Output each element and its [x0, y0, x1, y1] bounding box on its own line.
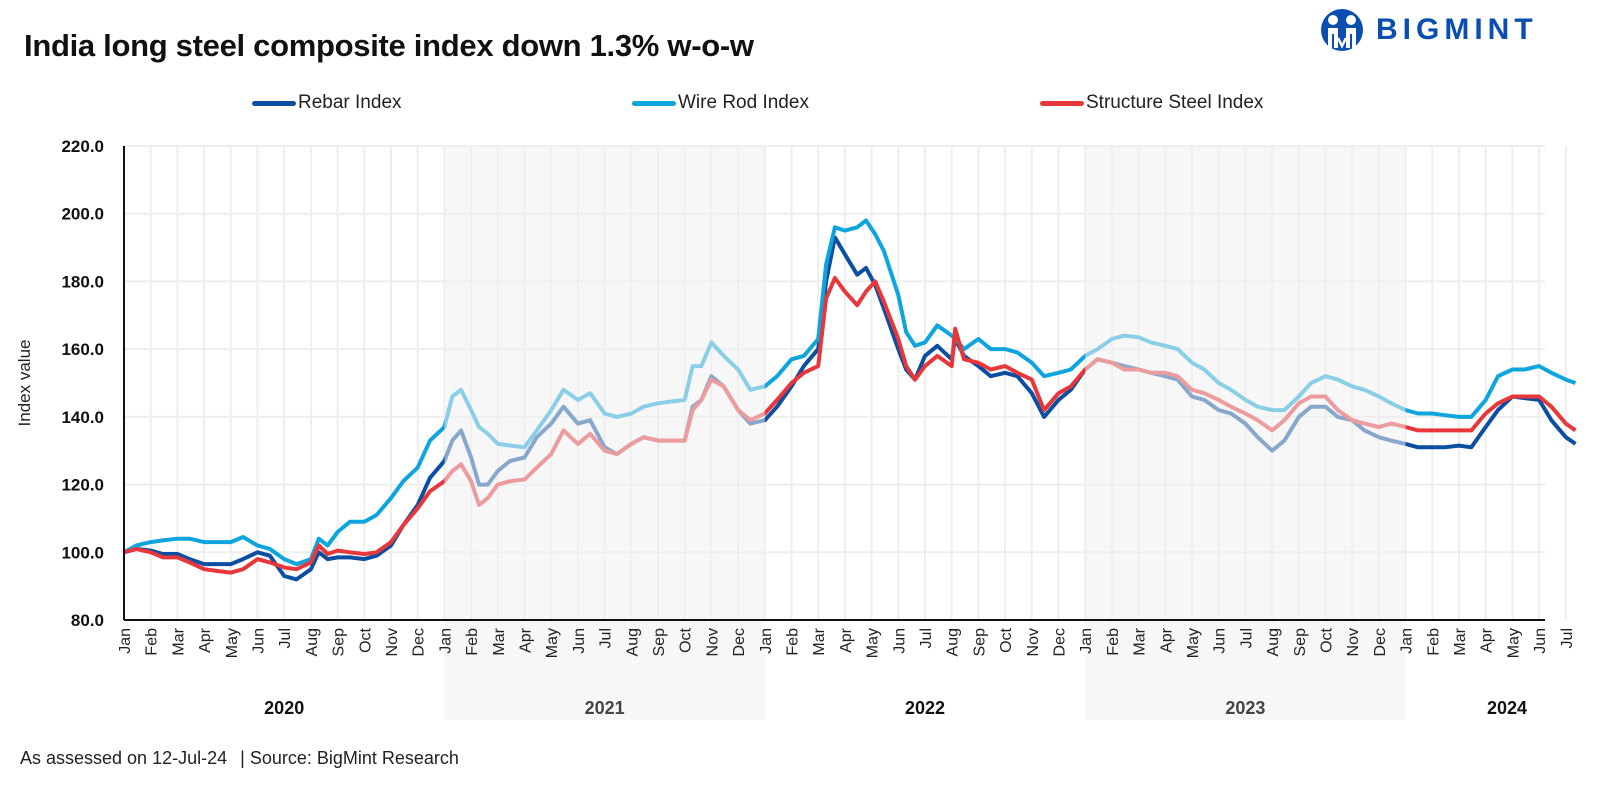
chart-title: India long steel composite index down 1.…	[24, 28, 754, 63]
year-label: 2022	[905, 698, 945, 718]
x-tick-label: May	[224, 628, 241, 658]
x-tick-label: Nov	[1025, 628, 1042, 656]
line-chart: 80.0 100.0 120.0 140.0 160.0 180.0 200.0 220.0 J…	[15, 137, 1577, 720]
x-tick-label: Sep	[971, 628, 988, 657]
y-tick-label: 200.0	[61, 205, 104, 224]
legend-label: Wire Rod Index	[678, 92, 809, 113]
x-tick-label: Jun	[1212, 628, 1229, 654]
x-tick-label: Jul	[918, 628, 935, 648]
x-tick-label: May	[1505, 628, 1522, 658]
logo-text: BIGMINT	[1376, 13, 1538, 46]
x-tick-label: Sep	[1292, 628, 1309, 657]
x-tick-label: Jun	[571, 628, 588, 654]
year-label: 2023	[1225, 698, 1265, 718]
source-note: | Source: BigMint Research	[240, 748, 459, 768]
x-tick-label: Apr	[1479, 627, 1496, 653]
x-tick-label: Mar	[170, 627, 187, 655]
y-tick-label: 140.0	[61, 408, 104, 427]
x-tick-label: Dec	[731, 628, 748, 656]
x-tick-label: Aug	[624, 628, 641, 656]
legend-swatch	[252, 100, 296, 106]
x-tick-label: Jul	[1559, 628, 1576, 648]
year-shade-band	[1085, 146, 1406, 720]
x-tick-label: Jun	[1532, 628, 1549, 654]
x-tick-label: Sep	[331, 628, 348, 657]
x-tick-label: Jul	[1238, 628, 1255, 648]
x-tick-label: Dec	[411, 628, 428, 656]
x-tick-label: May	[865, 628, 882, 658]
legend-item-structure: Structure Steel Index	[1040, 92, 1263, 114]
x-tick-label: Jan	[1399, 628, 1416, 654]
x-tick-label: Apr	[1158, 627, 1175, 653]
x-tick-label: Jan	[758, 628, 775, 654]
x-tick-label: Nov	[1345, 628, 1362, 656]
x-tick-label: Aug	[1265, 628, 1282, 656]
x-tick-label: Mar	[491, 627, 508, 655]
y-tick-label: 100.0	[61, 543, 104, 562]
x-tick-label: Apr	[197, 627, 214, 653]
x-tick-label: Feb	[1105, 628, 1122, 656]
x-tick-label: Apr	[518, 627, 535, 653]
x-tick-label: Feb	[144, 628, 161, 656]
y-axis-label: Index value	[15, 340, 34, 427]
assessed-date: As assessed on 12-Jul-24	[20, 748, 228, 768]
x-tick-label: Apr	[838, 627, 855, 653]
x-tick-label: May	[1185, 628, 1202, 658]
x-tick-label: May	[544, 628, 561, 658]
x-tick-label: Oct	[678, 627, 695, 652]
x-tick-label: Feb	[1425, 628, 1442, 656]
x-tick-label: Oct	[998, 627, 1015, 652]
legend-item-wire-rod: Wire Rod Index	[632, 92, 809, 114]
year-label: 2021	[585, 698, 625, 718]
y-tick-label: 220.0	[61, 137, 104, 156]
x-tick-label: Jun	[891, 628, 908, 654]
y-tick-label: 80.0	[71, 611, 104, 630]
x-tick-label: Oct	[357, 627, 374, 652]
x-tick-label: Sep	[651, 628, 668, 657]
bigmint-logo: BIGMINT	[1318, 8, 1538, 52]
legend-swatch	[1040, 100, 1084, 106]
logo-people-icon	[1321, 9, 1363, 51]
x-tick-label: Mar	[811, 627, 828, 655]
x-tick-label: Aug	[945, 628, 962, 656]
legend-item-rebar: Rebar Index	[252, 92, 402, 114]
x-tick-label: Jan	[437, 628, 454, 654]
footer: As assessed on 12-Jul-24 | Source: BigMi…	[20, 748, 459, 769]
y-tick-label: 160.0	[61, 340, 104, 359]
year-shade-band	[444, 146, 765, 720]
year-label: 2024	[1487, 698, 1527, 718]
y-tick-label: 120.0	[61, 476, 104, 495]
x-tick-label: Mar	[1132, 627, 1149, 655]
x-tick-label: Nov	[704, 628, 721, 656]
legend-label: Rebar Index	[298, 92, 402, 113]
x-tick-label: Aug	[304, 628, 321, 656]
x-tick-label: Jul	[598, 628, 615, 648]
x-tick-label: Dec	[1052, 628, 1069, 656]
x-tick-label: Jun	[251, 628, 268, 654]
legend: Rebar Index Wire Rod Index Structure Ste…	[0, 92, 1598, 116]
y-tick-label: 180.0	[61, 272, 104, 291]
legend-label: Structure Steel Index	[1086, 92, 1264, 113]
x-tick-label: Feb	[464, 628, 481, 656]
x-tick-label: Jul	[277, 628, 294, 648]
x-tick-label: Jan	[1078, 628, 1095, 654]
x-tick-label: Oct	[1319, 627, 1336, 652]
x-tick-label: Dec	[1372, 628, 1389, 656]
year-label: 2020	[264, 698, 304, 718]
x-tick-label: Feb	[785, 628, 802, 656]
legend-swatch	[632, 100, 676, 106]
x-tick-label: Nov	[384, 628, 401, 656]
x-tick-label: Jan	[117, 628, 134, 654]
x-tick-label: Mar	[1452, 627, 1469, 655]
